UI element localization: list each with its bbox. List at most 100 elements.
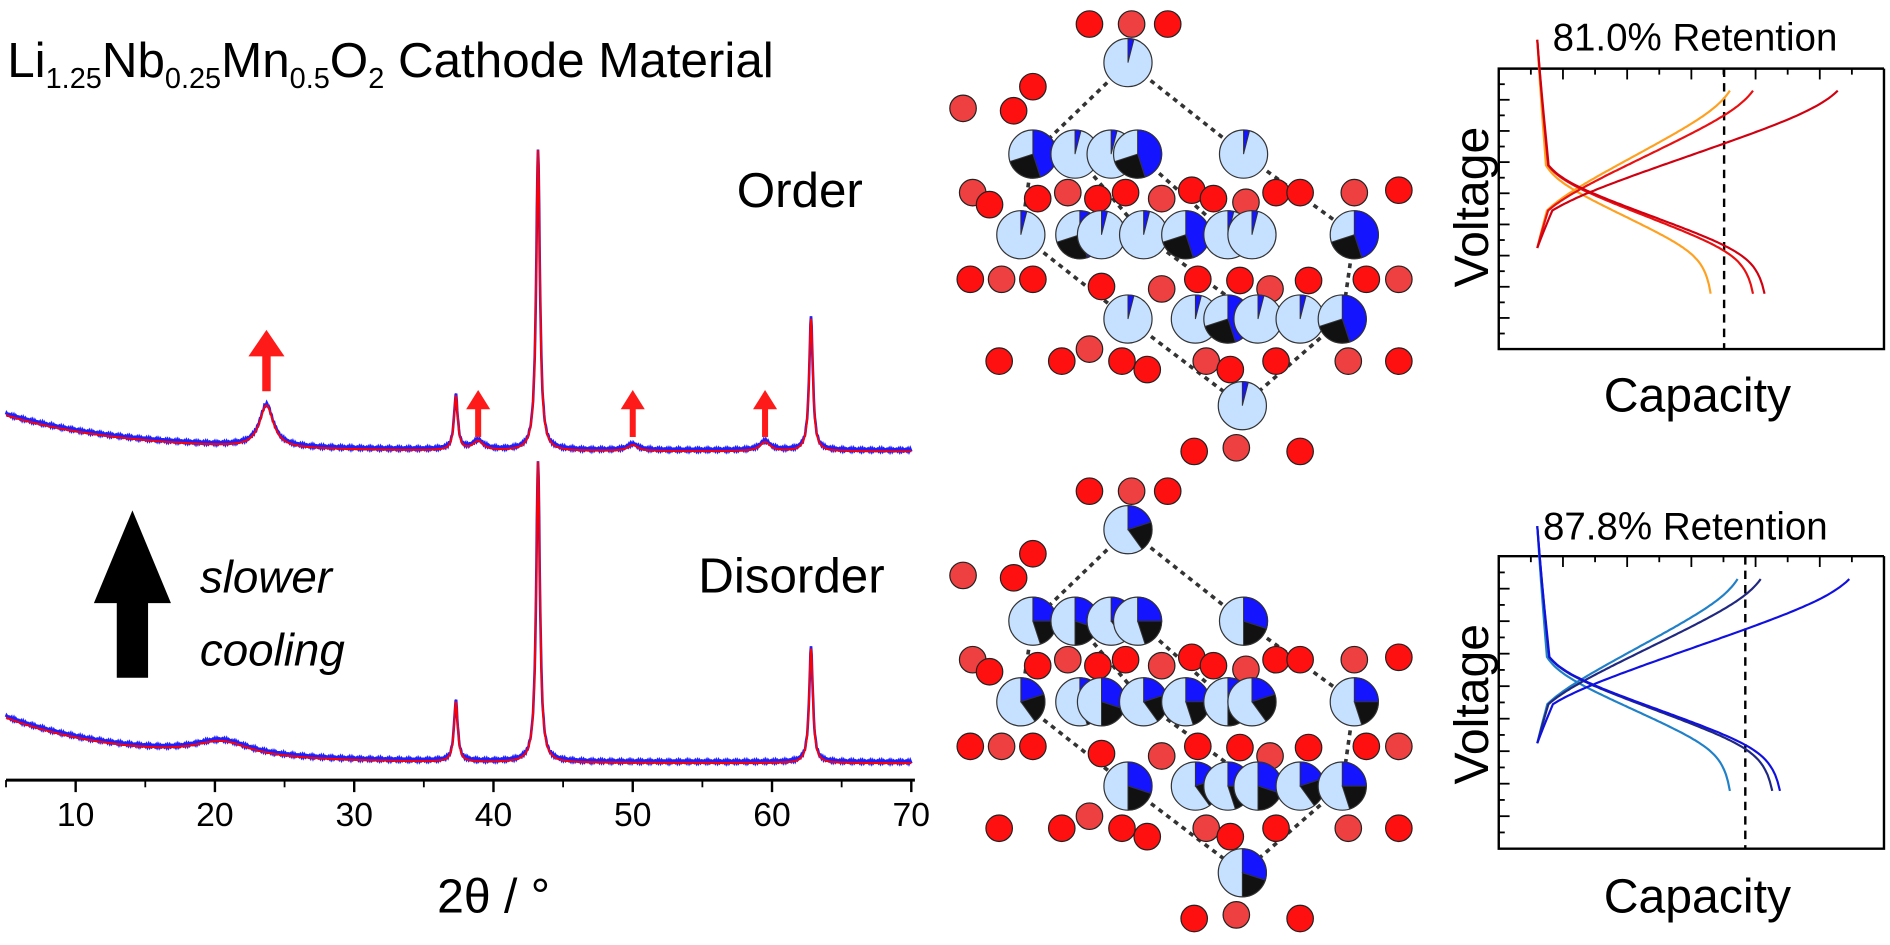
oxygen-atom <box>1147 742 1176 770</box>
cation-site-nb <box>1241 381 1249 406</box>
disorder-label: Disorder <box>698 548 884 603</box>
oxygen-atom <box>1226 733 1254 762</box>
cation-site-mn <box>1127 521 1153 550</box>
superstructure-arrow-head <box>248 329 285 357</box>
oxygen-atom <box>1147 651 1176 680</box>
oxygen-atom <box>1192 814 1221 843</box>
xrd-tick-label: 60 <box>753 796 790 834</box>
superstructure-arrow-head <box>466 390 491 410</box>
cation-site-nb <box>1074 129 1082 155</box>
superstructure-arrow-shaft <box>762 408 769 437</box>
oxygen-atom <box>1053 645 1082 674</box>
oxygen-atom <box>1047 814 1076 843</box>
xrd-tick-label: 20 <box>196 796 233 834</box>
title-text: O <box>330 33 368 88</box>
superstructure-arrow-shaft <box>262 355 271 392</box>
cation-site-mn <box>1204 318 1236 344</box>
title-text: Nb <box>102 33 165 88</box>
oxygen-atom <box>1047 347 1076 375</box>
slower-label: slower <box>200 551 334 602</box>
oxygen-atom <box>949 561 977 590</box>
oxygen-atom <box>1262 178 1290 207</box>
xrd-ticks: 10 20 30 40 50 60 70 <box>5 780 930 834</box>
oxygen-atom <box>1147 184 1176 213</box>
cooling-label: cooling <box>200 625 345 676</box>
oxygen-atom <box>1180 904 1209 933</box>
oxygen-atom <box>1147 275 1176 303</box>
cation-site-nb <box>1137 596 1163 622</box>
oxygen-atom <box>1352 265 1381 294</box>
oxygen-atom <box>1334 347 1363 375</box>
discharge-curve <box>1536 526 1782 792</box>
oxygen-atom <box>1084 651 1112 680</box>
oxygen-atom <box>1111 645 1140 674</box>
oxygen-atom <box>1352 732 1381 761</box>
oxygen-atom <box>1108 814 1136 843</box>
oxygen-atom <box>1340 178 1369 207</box>
oxygen-atom <box>1133 355 1162 384</box>
oxygen-atom <box>1384 176 1413 205</box>
oxygen-atom <box>975 190 1004 219</box>
order-label: Order <box>737 163 863 218</box>
capacity-label-disorder: Capacity <box>1604 869 1791 923</box>
cation-site-nb <box>1241 848 1267 881</box>
oxygen-atom <box>1117 10 1146 38</box>
oxygen-atom <box>1133 822 1162 851</box>
oxygen-atom <box>1087 739 1116 768</box>
oxygen-atom <box>1111 178 1140 207</box>
oxygen-atom <box>1192 347 1221 375</box>
discharge-curve <box>1536 39 1712 294</box>
oxygen-atom <box>956 265 985 294</box>
oxygen-atom <box>1075 477 1104 506</box>
oxygen-atom <box>1087 272 1116 301</box>
charge-curve <box>1536 90 1731 249</box>
superstructure-arrow-shaft <box>475 408 482 437</box>
oxygen-atom <box>987 265 1016 294</box>
cation-site-nb <box>1127 294 1135 320</box>
oxygen-atom <box>1286 904 1314 933</box>
oxygen-atom <box>1023 184 1052 213</box>
oxygen-atom <box>1108 347 1136 375</box>
oxygen-atom <box>1075 335 1104 363</box>
oxygen-atom <box>987 732 1016 761</box>
xrd-tick-label: 40 <box>475 796 512 834</box>
discharge-curve <box>1536 526 1731 792</box>
retention-disorder: 87.8% Retention <box>1543 505 1828 548</box>
charge-curve <box>1536 578 1762 744</box>
title-subscript: 1.25 <box>46 63 102 95</box>
oxygen-atom <box>1384 814 1413 843</box>
oxygen-atom <box>1294 733 1323 762</box>
cation-site-mn <box>1318 318 1351 344</box>
cation-site-mn <box>1353 701 1379 726</box>
oxygen-atom <box>985 814 1014 843</box>
superstructure-arrow-shaft <box>629 408 636 437</box>
oxygen-atom <box>1183 265 1212 294</box>
charge-curve <box>1536 578 1851 744</box>
oxygen-atom <box>1216 822 1245 851</box>
title-subscript: 0.25 <box>165 63 221 95</box>
oxygen-atom <box>1216 355 1245 384</box>
oxygen-atom <box>1262 645 1290 674</box>
voltage-chart-disorder: 87.8% Retention Capacity Voltage <box>1445 505 1886 923</box>
oxygen-atom <box>1019 539 1047 568</box>
cation-site-nb <box>1341 294 1367 343</box>
title-text: Li <box>7 33 45 88</box>
cation-site-nb <box>1137 129 1163 178</box>
cation-site-nb <box>1110 129 1118 155</box>
oxygen-atom <box>1019 72 1047 101</box>
superstructure-arrow-head <box>620 390 645 410</box>
xrd-chart: 10 20 30 40 50 60 70 2θ / ° <box>4 149 930 923</box>
cation-site-mn <box>1009 153 1041 179</box>
oxygen-atom <box>1019 732 1047 761</box>
cation-site-nb <box>1020 210 1028 235</box>
oxygen-atom <box>985 347 1014 375</box>
cation-site-mn <box>1162 234 1194 260</box>
oxygen-atom <box>1183 732 1212 761</box>
voltage-label-order: Voltage <box>1445 127 1499 288</box>
xrd-tick-label: 30 <box>335 796 372 834</box>
oxygen-atom <box>1023 651 1052 680</box>
cation-site-mn <box>1020 693 1046 722</box>
cation-site-nb <box>1127 761 1153 795</box>
discharge-curve <box>1536 526 1774 792</box>
